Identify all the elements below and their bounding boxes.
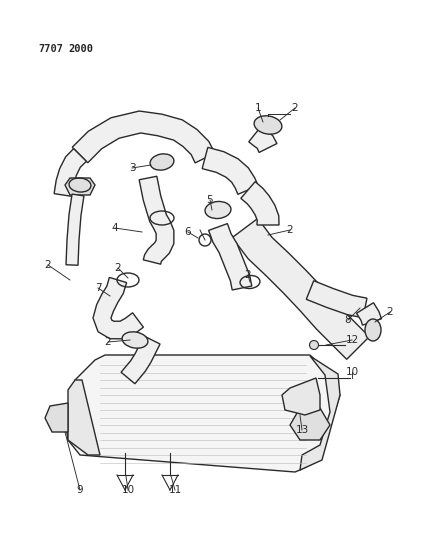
Polygon shape (356, 303, 380, 325)
Polygon shape (65, 355, 339, 472)
Polygon shape (139, 176, 173, 264)
Text: 5: 5 (206, 195, 213, 205)
Polygon shape (240, 182, 278, 225)
Ellipse shape (253, 116, 281, 134)
Text: 6: 6 (184, 227, 191, 237)
Text: 2: 2 (244, 270, 251, 280)
Text: 2000: 2000 (68, 44, 93, 54)
Polygon shape (72, 111, 214, 163)
Polygon shape (121, 336, 160, 384)
Polygon shape (65, 178, 95, 195)
Polygon shape (289, 408, 329, 440)
Polygon shape (93, 277, 143, 339)
Text: 2: 2 (386, 307, 392, 317)
Text: 10: 10 (121, 485, 134, 495)
Polygon shape (201, 147, 257, 195)
Text: 4: 4 (112, 223, 118, 233)
Ellipse shape (309, 341, 318, 350)
Text: 2: 2 (45, 260, 51, 270)
Text: 8: 8 (344, 315, 351, 325)
Text: 2: 2 (291, 103, 298, 113)
Polygon shape (66, 194, 84, 265)
Ellipse shape (204, 201, 230, 219)
Polygon shape (45, 403, 68, 432)
Ellipse shape (364, 319, 380, 341)
Polygon shape (232, 219, 368, 359)
Polygon shape (281, 378, 319, 415)
Text: 2: 2 (104, 337, 111, 347)
Polygon shape (299, 356, 339, 470)
Text: 11: 11 (168, 485, 181, 495)
Text: 3: 3 (128, 163, 135, 173)
Text: 7: 7 (95, 283, 101, 293)
Text: 10: 10 (345, 367, 358, 377)
Polygon shape (248, 126, 276, 152)
Polygon shape (68, 380, 100, 455)
Polygon shape (305, 281, 366, 318)
Polygon shape (54, 149, 86, 196)
Text: 12: 12 (345, 335, 358, 345)
Ellipse shape (122, 332, 147, 348)
Text: 13: 13 (295, 425, 308, 435)
Text: 2: 2 (115, 263, 121, 273)
Text: 1: 1 (254, 103, 261, 113)
Text: 2: 2 (286, 225, 293, 235)
Ellipse shape (150, 154, 173, 170)
Text: 7707: 7707 (38, 44, 63, 54)
Polygon shape (208, 223, 251, 290)
Text: 9: 9 (77, 485, 83, 495)
